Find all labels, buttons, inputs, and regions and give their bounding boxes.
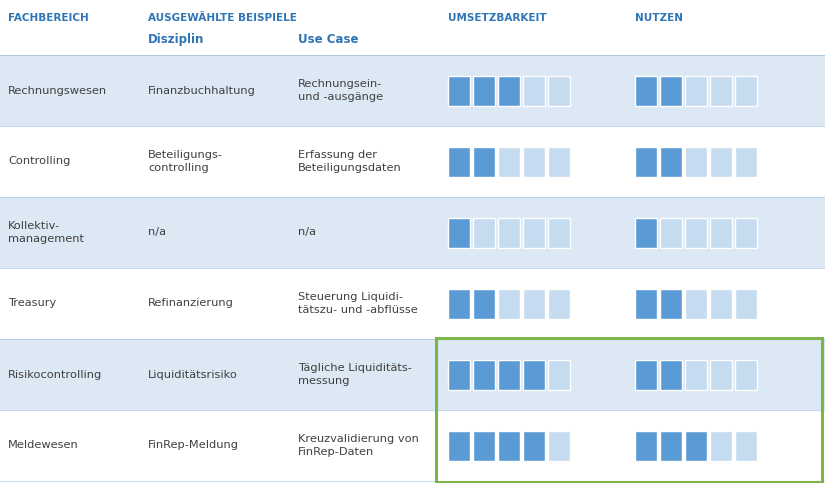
Bar — [498, 288, 520, 318]
Bar — [548, 217, 570, 247]
Bar — [523, 75, 545, 105]
Bar — [0, 268, 825, 339]
Bar — [685, 288, 707, 318]
Bar — [685, 146, 707, 176]
Text: Liquiditätsrisiko: Liquiditätsrisiko — [148, 369, 238, 380]
Bar — [735, 217, 757, 247]
Text: Finanzbuchhaltung: Finanzbuchhaltung — [148, 85, 256, 96]
Bar — [548, 430, 570, 460]
Text: Kreuzvalidierung von
FinRep-Daten: Kreuzvalidierung von FinRep-Daten — [298, 434, 419, 457]
Bar — [0, 126, 825, 197]
Text: Meldewesen: Meldewesen — [8, 440, 78, 451]
Text: Treasury: Treasury — [8, 298, 56, 309]
Bar — [448, 359, 470, 389]
Bar — [0, 339, 825, 410]
Text: Beteiligungs-
controlling: Beteiligungs- controlling — [148, 150, 223, 173]
Text: Tägliche Liquiditäts-
messung: Tägliche Liquiditäts- messung — [298, 363, 412, 386]
Bar — [710, 146, 732, 176]
Bar — [523, 288, 545, 318]
Bar — [523, 217, 545, 247]
Bar — [710, 217, 732, 247]
Bar — [735, 146, 757, 176]
Bar — [685, 359, 707, 389]
Bar — [735, 359, 757, 389]
Bar — [473, 217, 495, 247]
Bar — [660, 146, 682, 176]
Text: FACHBEREICH: FACHBEREICH — [8, 13, 89, 23]
Bar — [498, 75, 520, 105]
Text: Disziplin: Disziplin — [148, 33, 205, 46]
Bar — [660, 75, 682, 105]
Bar — [635, 359, 657, 389]
Text: Controlling: Controlling — [8, 156, 70, 167]
Bar — [710, 288, 732, 318]
Bar — [548, 146, 570, 176]
Bar — [710, 75, 732, 105]
Text: n/a: n/a — [298, 227, 316, 238]
Bar — [735, 75, 757, 105]
Bar — [635, 288, 657, 318]
Bar — [498, 359, 520, 389]
Bar — [685, 430, 707, 460]
Bar — [660, 217, 682, 247]
Text: AUSGEWÄHLTE BEISPIELE: AUSGEWÄHLTE BEISPIELE — [148, 13, 297, 23]
Bar — [473, 146, 495, 176]
Bar — [473, 75, 495, 105]
Bar — [0, 197, 825, 268]
Bar — [473, 359, 495, 389]
Bar — [635, 217, 657, 247]
Bar — [685, 75, 707, 105]
Bar — [523, 359, 545, 389]
Text: Use Case: Use Case — [298, 33, 359, 46]
Text: Rechnungsein-
und -ausgänge: Rechnungsein- und -ausgänge — [298, 79, 383, 102]
Bar — [710, 359, 732, 389]
Bar — [448, 75, 470, 105]
Bar — [523, 146, 545, 176]
Bar — [448, 288, 470, 318]
Bar — [448, 146, 470, 176]
Bar — [635, 75, 657, 105]
Bar — [710, 430, 732, 460]
Text: Kollektiv-
management: Kollektiv- management — [8, 221, 84, 244]
Bar — [0, 0, 825, 55]
Bar — [473, 288, 495, 318]
Text: Rechnungswesen: Rechnungswesen — [8, 85, 107, 96]
Text: n/a: n/a — [148, 227, 166, 238]
Bar — [548, 75, 570, 105]
Text: UMSETZBARKEIT: UMSETZBARKEIT — [448, 13, 547, 23]
Bar — [498, 430, 520, 460]
Bar — [448, 217, 470, 247]
Bar — [660, 430, 682, 460]
Bar — [735, 288, 757, 318]
Text: Risikocontrolling: Risikocontrolling — [8, 369, 102, 380]
Text: Erfassung der
Beteiligungsdaten: Erfassung der Beteiligungsdaten — [298, 150, 402, 173]
Bar — [498, 217, 520, 247]
Bar — [548, 359, 570, 389]
Bar — [685, 217, 707, 247]
Text: FinRep-Meldung: FinRep-Meldung — [148, 440, 239, 451]
Bar — [660, 288, 682, 318]
Text: Steuerung Liquidi-
tätszu- und -abflüsse: Steuerung Liquidi- tätszu- und -abflüsse — [298, 292, 417, 315]
Bar — [448, 430, 470, 460]
Bar — [498, 146, 520, 176]
Bar — [735, 430, 757, 460]
Bar — [635, 146, 657, 176]
Text: NUTZEN: NUTZEN — [635, 13, 683, 23]
Bar — [0, 55, 825, 126]
Bar — [635, 430, 657, 460]
Bar — [548, 288, 570, 318]
Text: Refinanzierung: Refinanzierung — [148, 298, 233, 309]
Bar — [523, 430, 545, 460]
Bar — [660, 359, 682, 389]
Bar — [473, 430, 495, 460]
Bar — [0, 410, 825, 481]
Bar — [436, 338, 822, 482]
